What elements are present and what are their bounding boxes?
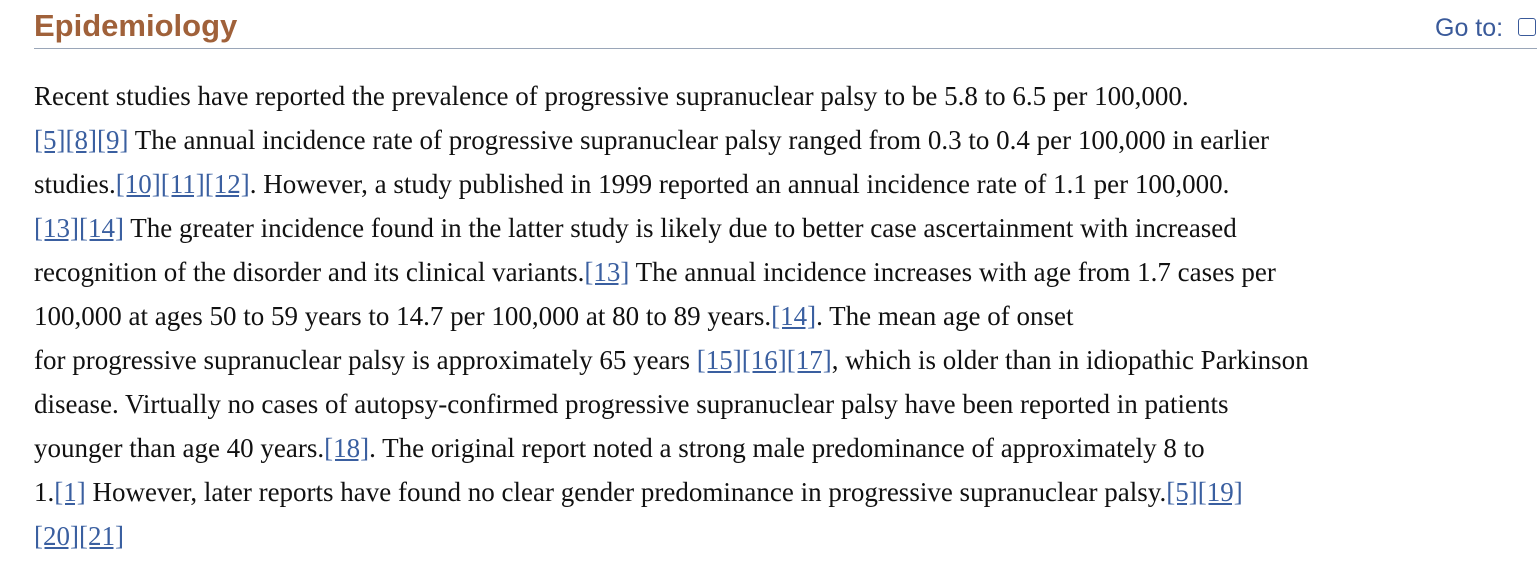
text-line: disease. Virtually no cases of autopsy-c… bbox=[34, 382, 1537, 426]
citation-link[interactable]: [19] bbox=[1197, 477, 1243, 507]
text-line: 1.[1] However, later reports have found … bbox=[34, 470, 1537, 514]
citation-link[interactable]: [15] bbox=[696, 345, 742, 375]
text-line: 100,000 at ages 50 to 59 years to 14.7 p… bbox=[34, 294, 1537, 338]
citation-link[interactable]: [20] bbox=[34, 521, 79, 551]
citation-link[interactable]: [5] bbox=[34, 125, 66, 155]
citation-link[interactable]: [21] bbox=[78, 521, 124, 551]
goto-link[interactable]: Go to: bbox=[1435, 14, 1504, 42]
text-line: Recent studies have reported the prevale… bbox=[34, 74, 1537, 118]
paragraph: Recent studies have reported the prevale… bbox=[34, 74, 1537, 558]
citation-link[interactable]: [10] bbox=[115, 169, 161, 199]
rule bbox=[34, 48, 1537, 49]
text: recognition of the disorder and its clin… bbox=[34, 257, 585, 287]
text-line: [5][8][9] The annual incidence rate of p… bbox=[34, 118, 1537, 162]
text: . However, a study published in 1999 rep… bbox=[249, 169, 1230, 199]
text: The annual incidence increases with age … bbox=[629, 257, 1276, 287]
citation-link[interactable]: [1] bbox=[54, 477, 86, 507]
text: 1. bbox=[34, 477, 55, 507]
text-line: recognition of the disorder and its clin… bbox=[34, 250, 1537, 294]
citation-link[interactable]: [13] bbox=[584, 257, 630, 287]
text: However, later reports have found no cle… bbox=[85, 477, 1167, 507]
section-title: Epidemiology bbox=[34, 8, 238, 43]
citation-link[interactable]: [12] bbox=[204, 169, 250, 199]
citation-link[interactable]: [9] bbox=[96, 125, 129, 155]
citation-link[interactable]: [16] bbox=[741, 345, 787, 375]
text: 100,000 at ages 50 to 59 years to 14.7 p… bbox=[34, 301, 772, 331]
text: for progressive supranuclear palsy is ap… bbox=[34, 345, 697, 375]
text: disease. Virtually no cases of autopsy-c… bbox=[34, 389, 1229, 419]
goto-icon[interactable] bbox=[1518, 18, 1536, 36]
text-line: younger than age 40 years.[18]. The orig… bbox=[34, 426, 1537, 470]
text: The annual incidence rate of progressive… bbox=[128, 125, 1270, 155]
text: studies. bbox=[34, 169, 116, 199]
text-line: for progressive supranuclear palsy is ap… bbox=[34, 338, 1537, 382]
text-line: [20][21] bbox=[34, 514, 1537, 558]
citation-link[interactable]: [18] bbox=[324, 433, 370, 463]
citation-link[interactable]: [17] bbox=[786, 345, 832, 375]
citation-link[interactable]: [11] bbox=[160, 169, 205, 199]
text: younger than age 40 years. bbox=[34, 433, 325, 463]
citation-link[interactable]: [14] bbox=[771, 301, 817, 331]
text: , which is older than in idiopathic Park… bbox=[831, 345, 1309, 375]
text-line: [13][14] The greater incidence found in … bbox=[34, 206, 1537, 250]
text-line: studies.[10][11][12]. However, a study p… bbox=[34, 162, 1537, 206]
citation-link[interactable]: [14] bbox=[78, 213, 124, 243]
citation-link[interactable]: [13] bbox=[34, 213, 79, 243]
citation-link[interactable]: [8] bbox=[65, 125, 97, 155]
text: . The mean age of onset bbox=[816, 301, 1074, 331]
text: The greater incidence found in the latte… bbox=[123, 213, 1237, 243]
text: . The original report noted a strong mal… bbox=[369, 433, 1205, 463]
text: Recent studies have reported the prevale… bbox=[34, 81, 1189, 111]
citation-link[interactable]: [5] bbox=[1166, 477, 1198, 507]
